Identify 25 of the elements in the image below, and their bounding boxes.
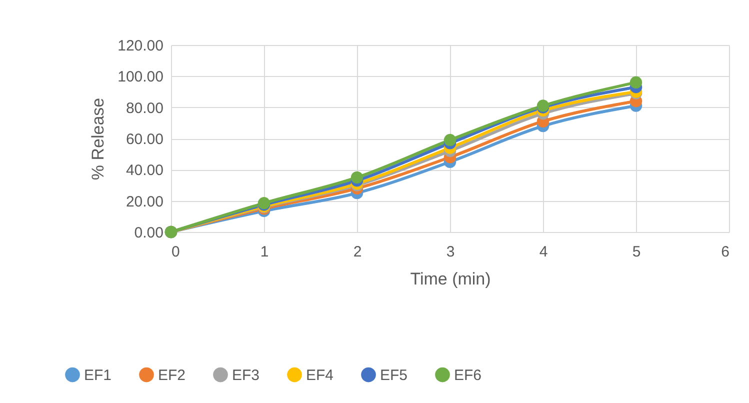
legend-label: EF3 (232, 366, 260, 384)
y-tick-label: 20.00 (126, 193, 164, 210)
point (630, 76, 642, 89)
y-tick-label: 0.00 (134, 224, 164, 242)
y-tick-label: 80.00 (126, 100, 164, 117)
x-tick-label: 3 (446, 244, 455, 260)
legend-label: EF6 (454, 366, 482, 384)
x-tick-label: 0 (172, 244, 180, 260)
x-tick-label: 1 (260, 244, 269, 260)
y-axis-title: % Release (88, 98, 108, 180)
x-axis-title: Time (min) (410, 270, 491, 288)
x-tick-label: 2 (353, 244, 362, 260)
x-tick-label: 6 (721, 244, 730, 260)
point (350, 171, 364, 184)
legend-label: EF1 (84, 366, 112, 384)
legend-label: EF2 (158, 366, 186, 384)
y-tick-label: 60.00 (126, 131, 164, 148)
y-tick-label: 40.00 (126, 162, 164, 180)
legend-label: EF5 (380, 366, 408, 384)
y-tick-label: 120.00 (118, 38, 164, 54)
x-tick-label: 5 (632, 244, 641, 260)
point (444, 134, 456, 146)
y-tick-label: 100.00 (118, 68, 164, 86)
legend-label: EF4 (306, 366, 334, 384)
x-tick-label: 4 (539, 244, 548, 260)
